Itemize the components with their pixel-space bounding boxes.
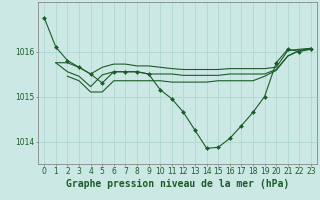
- X-axis label: Graphe pression niveau de la mer (hPa): Graphe pression niveau de la mer (hPa): [66, 179, 289, 189]
